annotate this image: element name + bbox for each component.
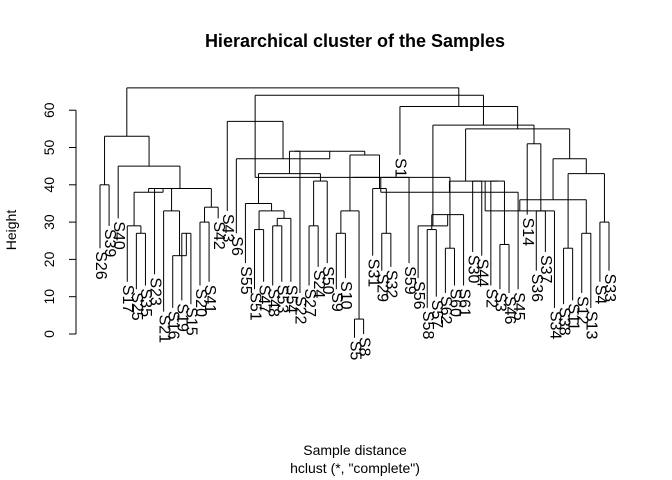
- leaf-label-s11: S11: [564, 303, 581, 330]
- leaf-label-s62: S62: [437, 296, 454, 325]
- leaf-label-s4: S4: [592, 285, 609, 305]
- leaf-label-s34: S34: [546, 311, 563, 340]
- y-tick-label-30: 30: [41, 214, 57, 230]
- leaf-label-s35: S35: [137, 289, 154, 318]
- leaf-label-s53: S53: [274, 285, 291, 314]
- y-tick-label-60: 60: [41, 102, 57, 118]
- leaf-label-s40: S40: [110, 221, 127, 250]
- leaf-label-s17: S17: [119, 285, 136, 314]
- leaf-label-s54: S54: [283, 285, 300, 314]
- leaf-label-s46: S46: [501, 296, 518, 325]
- leaf-label-s5: S5: [346, 341, 363, 361]
- y-tick-label-20: 20: [41, 251, 57, 267]
- leaf-label-s41: S41: [201, 285, 218, 314]
- leaf-label-s30: S30: [464, 255, 481, 284]
- leaf-label-s13: S13: [583, 311, 600, 340]
- leaf-label-s57: S57: [428, 300, 445, 329]
- chart-title: Hierarchical cluster of the Samples: [205, 31, 505, 51]
- x-axis-label: Sample distance: [303, 442, 407, 458]
- leaf-label-s9: S9: [328, 292, 345, 312]
- leaf-label-s32: S32: [383, 270, 400, 299]
- leaf-label-s23: S23: [146, 277, 163, 306]
- leaf-label-s38: S38: [555, 307, 572, 336]
- leaf-label-s56: S56: [410, 281, 427, 310]
- leaf-label-s10: S10: [337, 281, 354, 310]
- leaf-label-s36: S36: [528, 274, 545, 303]
- leaf-label-s25: S25: [128, 292, 145, 321]
- leaf-label-s6: S6: [228, 236, 245, 256]
- leaf-label-s51: S51: [246, 292, 263, 321]
- leaf-label-s44: S44: [474, 259, 491, 288]
- y-axis-label: Height: [3, 210, 19, 251]
- leaf-label-s39: S39: [101, 229, 118, 258]
- leaf-label-s45: S45: [510, 292, 527, 321]
- leaf-label-s26: S26: [92, 251, 109, 280]
- leaf-label-s37: S37: [537, 255, 554, 284]
- x-axis-sublabel: hclust (*, "complete"): [290, 460, 420, 476]
- leaf-label-s55: S55: [237, 266, 254, 295]
- leaf-label-s58: S58: [419, 311, 436, 340]
- y-axis: 0 10 20 30 40 50 60: [41, 102, 77, 338]
- leaf-label-s15: S15: [183, 307, 200, 336]
- y-tick-label-10: 10: [41, 289, 57, 305]
- leaf-label-s33: S33: [601, 274, 618, 303]
- leaf-label-s61: S61: [455, 289, 472, 318]
- leaf-label-s50: S50: [319, 266, 336, 295]
- leaf-label-s29: S29: [374, 274, 391, 303]
- dendrogram-links: [99, 87, 610, 338]
- y-tick-label-40: 40: [41, 177, 57, 193]
- leaf-label-s1: S1: [392, 158, 409, 178]
- leaf-label-s3: S3: [492, 292, 509, 312]
- leaf-label-s2: S2: [483, 289, 500, 309]
- leaf-label-s48: S48: [264, 289, 281, 318]
- leaf-label-s12: S12: [573, 296, 590, 325]
- leaf-label-s21: S21: [155, 315, 172, 344]
- leaf-label-s14: S14: [519, 218, 536, 247]
- leaf-label-s47: S47: [255, 285, 272, 314]
- leaf-label-s27: S27: [301, 289, 318, 318]
- leaf-label-s60: S60: [446, 289, 463, 318]
- leaf-label-s16: S16: [164, 311, 181, 340]
- y-tick-label-0: 0: [41, 330, 57, 338]
- leaf-label-s59: S59: [401, 266, 418, 295]
- leaf-label-s20: S20: [192, 289, 209, 318]
- leaf-label-s19: S19: [174, 303, 191, 332]
- leaf-label-s43: S43: [219, 214, 236, 243]
- y-tick-label-50: 50: [41, 140, 57, 156]
- leaf-label-s31: S31: [364, 259, 381, 288]
- leaf-label-s22: S22: [292, 296, 309, 325]
- leaf-label-s42: S42: [210, 221, 227, 250]
- leaf-label-s8: S8: [355, 337, 372, 357]
- leaf-label-s24: S24: [310, 270, 327, 299]
